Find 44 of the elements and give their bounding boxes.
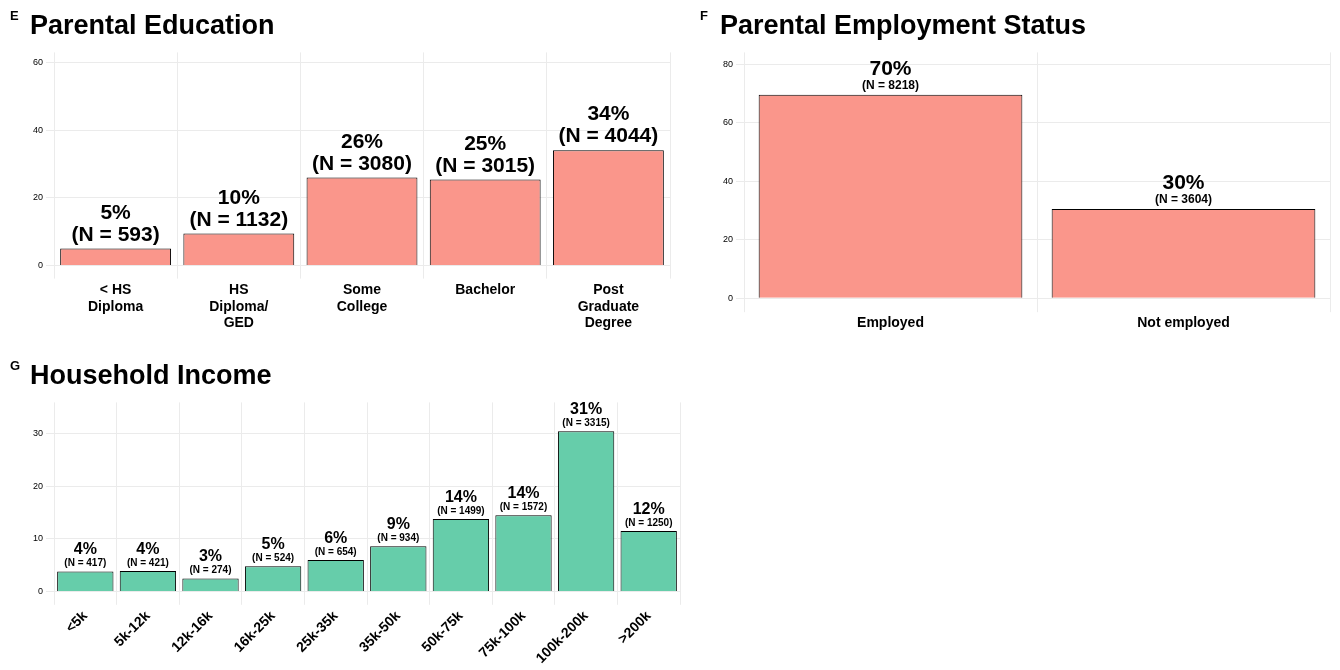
x-tick-label: Employed bbox=[857, 314, 924, 331]
data-label: 30% (N = 3604) bbox=[1154, 169, 1213, 207]
chart-title: Parental Education bbox=[30, 9, 275, 40]
y-tick-label: 0 bbox=[38, 586, 44, 597]
y-tick-label: 40 bbox=[33, 124, 44, 135]
y-tick-label: 20 bbox=[33, 480, 44, 491]
data-label: 4% (N = 421) bbox=[126, 539, 169, 568]
data-label: 34% (N = 4044) bbox=[558, 101, 659, 147]
y-tick-label: 0 bbox=[38, 260, 44, 271]
data-label: 3% (N = 274) bbox=[189, 547, 232, 576]
data-label: 14% (N = 1572) bbox=[499, 484, 548, 513]
text: F bbox=[700, 8, 708, 23]
y-tick-label: 80 bbox=[723, 58, 734, 69]
x-tick-label: Not employed bbox=[1137, 314, 1230, 331]
data-label: 9% (N = 934) bbox=[377, 515, 420, 544]
data-label: 5% (N = 524) bbox=[252, 535, 295, 564]
data-label: 12% (N = 1250) bbox=[624, 500, 673, 528]
y-tick-label: 30 bbox=[33, 428, 44, 439]
y-tick-label: 20 bbox=[33, 192, 44, 203]
data-label: 5% (N = 593) bbox=[71, 199, 160, 245]
x-tick-label: Post Graduate Degree bbox=[577, 280, 640, 331]
y-tick-label: 60 bbox=[723, 117, 734, 128]
y-tick-label: 60 bbox=[33, 57, 44, 68]
x-tick-label: HS Diploma/ GED bbox=[209, 280, 269, 331]
x-tick-label: Some College bbox=[336, 280, 388, 314]
data-label: 10% (N = 1132) bbox=[189, 184, 289, 230]
data-label: 70% (N = 8218) bbox=[861, 55, 920, 93]
text: E bbox=[10, 8, 19, 23]
chart-title: Household Income bbox=[30, 359, 272, 390]
data-label: 31% (N = 3315) bbox=[562, 400, 610, 429]
y-tick-label: 10 bbox=[33, 533, 44, 544]
text: G bbox=[10, 358, 21, 373]
data-label: 14% (N = 1499) bbox=[437, 487, 485, 516]
data-label: 25% (N = 3015) bbox=[435, 130, 536, 176]
y-tick-label: 0 bbox=[728, 292, 734, 303]
data-label: 4% (N = 417) bbox=[64, 540, 107, 569]
x-tick-label: < HS Diploma bbox=[87, 280, 144, 314]
x-tick-label: <5k bbox=[62, 607, 91, 636]
y-tick-label: 40 bbox=[723, 175, 734, 186]
x-tick-label: Bachelor bbox=[455, 280, 516, 297]
chart-title: Parental Employment Status bbox=[720, 9, 1087, 40]
data-label: 6% (N = 654) bbox=[314, 528, 357, 557]
data-label: 26% (N = 3080) bbox=[312, 128, 412, 174]
y-tick-label: 20 bbox=[723, 234, 734, 245]
